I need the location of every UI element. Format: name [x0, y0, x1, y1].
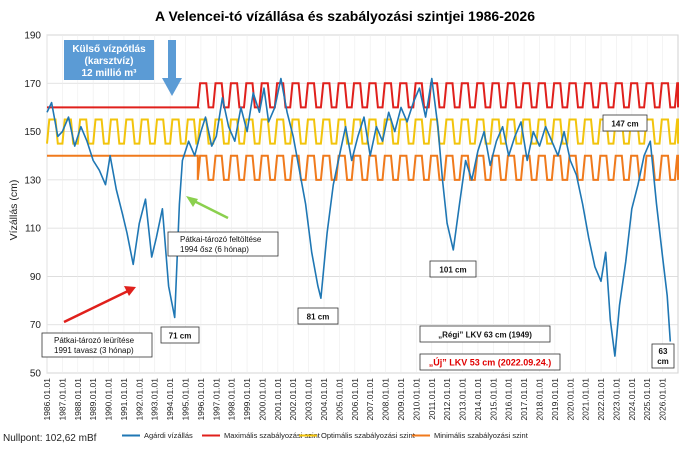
x-tick-label: 2025.01.01 — [642, 378, 652, 421]
x-tick-label: 1991.01.01 — [119, 378, 129, 421]
legend-label: Agárdi vízállás — [144, 431, 193, 440]
x-tick-label: 1994.01.01 — [165, 378, 175, 421]
x-tick-label: 2026.01.01 — [658, 378, 668, 421]
y-tick-label: 150 — [24, 127, 41, 138]
water-level-series — [46, 77, 672, 357]
x-tick-label: 2000.01.01 — [257, 378, 267, 421]
karst-note-text: Külső vízpótlás — [72, 44, 146, 55]
x-tick-label: 2019.01.01 — [550, 378, 560, 421]
annotations: Külső vízpótlás(karsztvíz)12 millió m³ Pá… — [41, 40, 675, 371]
x-tick-label: 2024.01.01 — [627, 378, 637, 421]
legend-label: Maximális szabályozási szint — [224, 431, 321, 440]
patka-fill-text: Pátkai-tározó feltöltése — [180, 235, 262, 244]
legend-label: Optimális szabályozási szint — [321, 431, 416, 440]
v81-label: 81 cm — [307, 313, 330, 322]
patka-fill-arrow-line — [191, 198, 229, 220]
v71-box — [160, 326, 200, 344]
y-tick-label: 110 — [25, 224, 41, 235]
v101-label: 101 cm — [439, 266, 466, 275]
v101-box — [429, 260, 477, 278]
x-tick-label: 1995.01.01 — [181, 378, 191, 421]
x-tick-label: 2022.01.01 — [596, 378, 606, 421]
x-tick-label: 1992.01.01 — [134, 378, 144, 421]
new-lkv-box — [419, 353, 561, 371]
x-tick-label: 1996.01.01 — [196, 378, 206, 421]
x-tick-label: 2020.01.01 — [565, 378, 575, 421]
x-tick-label: 2003.01.01 — [304, 378, 314, 421]
x-tick-label: 2002.01.01 — [288, 378, 298, 421]
y-tick-label: 170 — [24, 79, 41, 90]
x-tick-label: 2009.01.01 — [396, 378, 406, 421]
karst-note-text: (karsztvíz) — [85, 56, 134, 67]
v63-label: cm — [657, 357, 669, 366]
patka-empty-arrow-line — [63, 289, 129, 324]
x-axis-ticks: 1986.01.01 1987.01.01 1988.01.01 1989.01.01… — [42, 378, 668, 421]
x-tick-label: 2007.01.01 — [365, 378, 375, 421]
x-tick-label: 2012.01.01 — [442, 378, 452, 421]
x-tick-label: 2011.01.01 — [427, 378, 437, 420]
x-tick-label: 2015.01.01 — [488, 378, 498, 421]
x-tick-label: 1993.01.01 — [150, 378, 160, 421]
chart-title: A Velencei-tó vízállása és szabályozási … — [155, 8, 535, 24]
patka-fill-text: 1994 ősz (6 hónap) — [180, 245, 249, 254]
v147-label: 147 cm — [611, 120, 638, 129]
x-tick-label: 1987.01.01 — [57, 378, 67, 421]
patka-empty-text: 1991 tavasz (3 hónap) — [54, 346, 134, 355]
v63-box — [651, 343, 675, 369]
x-tick-label: 2013.01.01 — [458, 378, 468, 421]
x-tick-label: 2010.01.01 — [411, 378, 421, 421]
patka-empty-arrow-head — [124, 286, 136, 296]
x-tick-label: 1999.01.01 — [242, 378, 252, 421]
x-tick-label: 1998.01.01 — [227, 378, 237, 421]
water-level-line — [46, 77, 672, 357]
patka-fill-arrow-head — [186, 196, 198, 207]
max-level-line — [47, 82, 679, 109]
x-tick-label: 2008.01.01 — [381, 378, 391, 421]
x-tick-label: 2016.01.01 — [504, 378, 514, 421]
legend: Agárdi vízállás Maximális szabályozási sz… — [122, 431, 529, 440]
patka-fill-box — [167, 231, 279, 257]
x-tick-label: 1986.01.01 — [42, 378, 52, 421]
x-tick-label: 2004.01.01 — [319, 378, 329, 421]
old-lkv-label: „Régi” LKV 63 cm (1949) — [438, 331, 532, 340]
patka-empty-box — [41, 332, 153, 358]
new-lkv-label: „Új” LKV 53 cm (2022.09.24.) — [429, 357, 552, 368]
min-level-line — [47, 154, 679, 181]
x-tick-label: 1997.01.01 — [211, 378, 221, 421]
v71-label: 71 cm — [169, 332, 192, 341]
x-tick-label: 2021.01.01 — [581, 378, 591, 421]
y-tick-label: 90 — [30, 272, 42, 283]
karst-arrow-shaft — [168, 40, 176, 80]
patka-empty-text: Pátkai-tározó leürítése — [54, 336, 135, 345]
v81-box — [297, 307, 339, 325]
y-axis-ticks: 50 70 90 110 130 150 170 190 — [24, 31, 41, 380]
x-tick-label: 2017.01.01 — [519, 378, 529, 421]
y-tick-label: 50 — [30, 369, 42, 380]
karst-note-text: 12 millió m³ — [81, 68, 137, 79]
x-tick-label: 2014.01.01 — [473, 378, 483, 421]
y-tick-label: 130 — [24, 175, 41, 186]
legend-label: Minimális szabályozási szint — [434, 431, 529, 440]
nullpont-label: Nullpont: 102,62 mBf — [3, 433, 97, 444]
v63-label: 63 — [659, 347, 668, 356]
x-tick-label: 1990.01.01 — [104, 378, 114, 421]
y-tick-label: 70 — [30, 320, 42, 331]
x-tick-label: 2005.01.01 — [334, 378, 344, 421]
y-tick-label: 190 — [24, 31, 41, 42]
x-tick-label: 2006.01.01 — [350, 378, 360, 421]
karst-arrow-head — [162, 78, 182, 96]
karst-note-box — [64, 40, 154, 80]
x-tick-label: 2023.01.01 — [611, 378, 621, 421]
x-tick-label: 2001.01.01 — [273, 378, 283, 421]
v147-box — [602, 114, 648, 132]
y-axis-label: Vízállás (cm) — [8, 180, 20, 241]
x-tick-label: 1989.01.01 — [88, 378, 98, 421]
x-tick-label: 2018.01.01 — [534, 378, 544, 421]
x-tick-label: 1988.01.01 — [73, 378, 83, 421]
old-lkv-box — [419, 325, 551, 343]
regulation-levels — [46, 82, 679, 181]
